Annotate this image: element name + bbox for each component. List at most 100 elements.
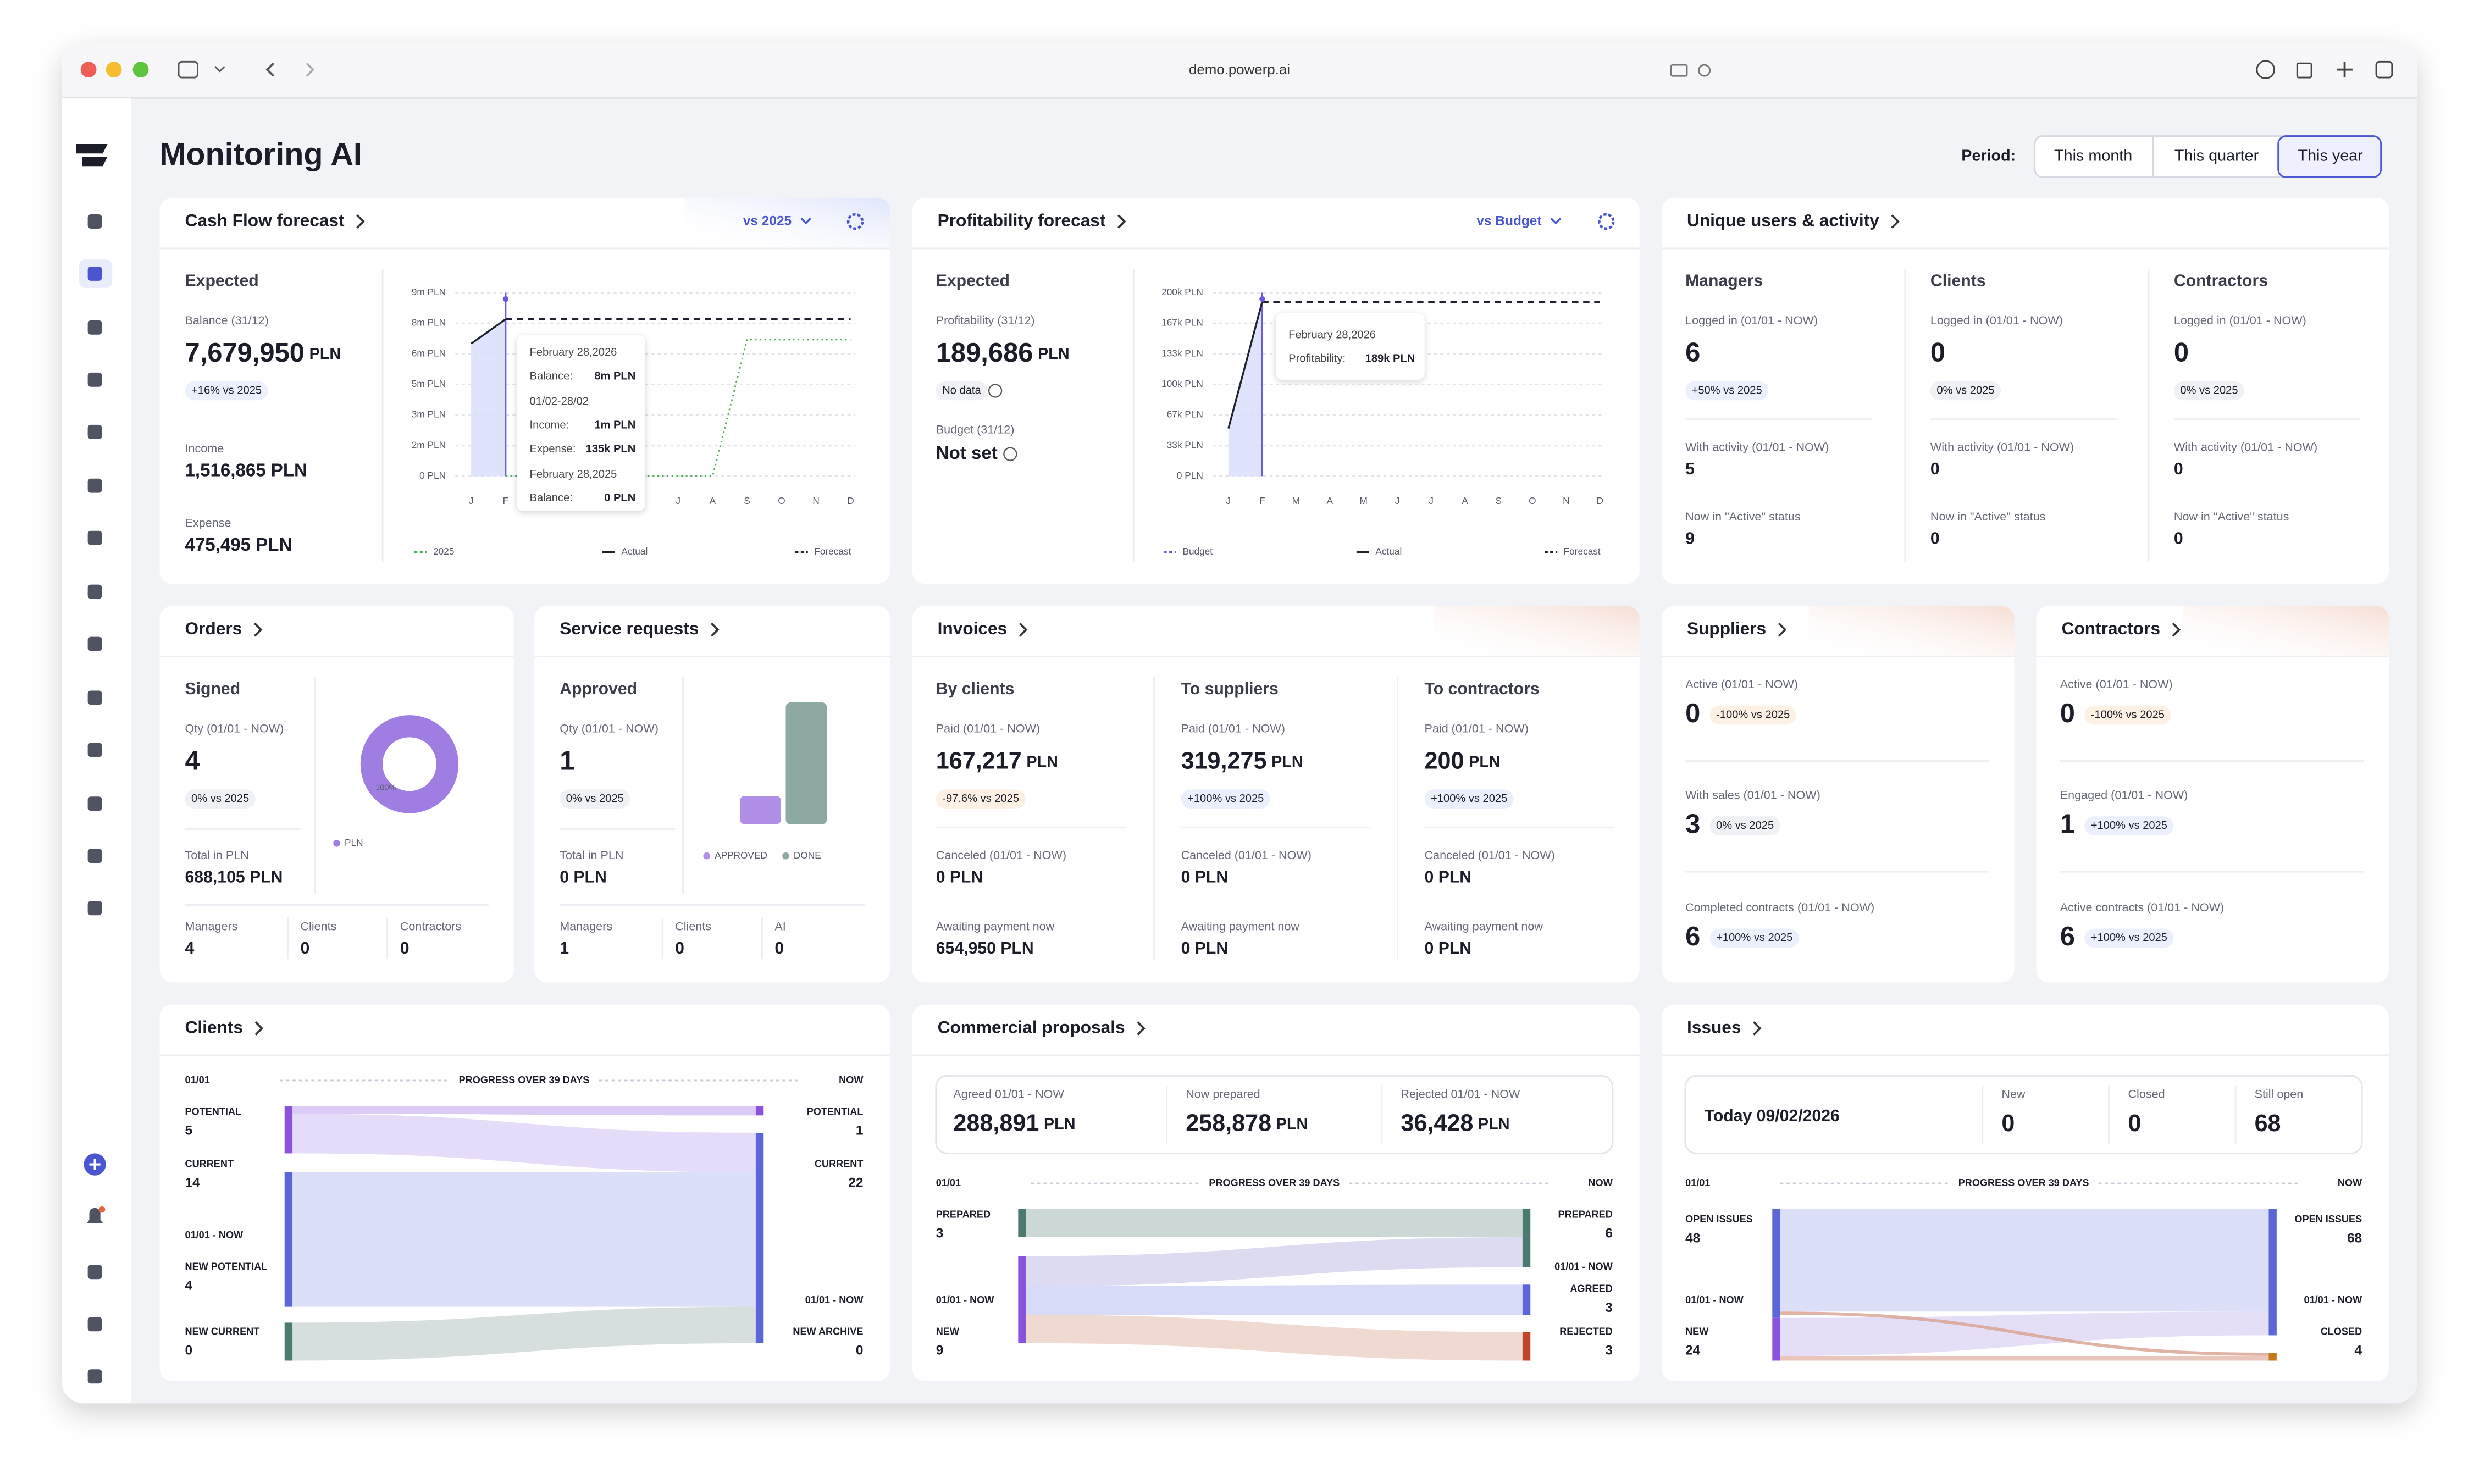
back-button[interactable] (265, 62, 274, 77)
notifications-button[interactable] (87, 1208, 103, 1223)
url[interactable]: demo.powerp.ai (1189, 62, 1290, 77)
nav-icon[interactable] (87, 478, 102, 493)
nav-icon[interactable] (87, 584, 102, 599)
card-title[interactable]: Invoices (938, 618, 1008, 638)
unit: PLN (1026, 753, 1058, 771)
card-title[interactable]: Unique users & activity (1687, 210, 1879, 230)
bar (740, 796, 781, 824)
chevron-icon (1891, 214, 1900, 229)
flow-label: NEW CURRENT (185, 1326, 260, 1337)
reload-button[interactable] (1698, 64, 1711, 77)
tab-overview-button[interactable] (2375, 60, 2393, 79)
x-tick-label: J (1395, 495, 1400, 506)
nav-icon[interactable] (87, 796, 102, 811)
section-heading: Contractors (2174, 272, 2268, 290)
card-title[interactable]: Orders (185, 618, 242, 638)
period-option[interactable]: This quarter (2174, 147, 2259, 165)
tab-menu[interactable] (214, 65, 225, 73)
footer-label: AI (774, 919, 785, 933)
nav-icon[interactable] (87, 1317, 102, 1332)
flow-value: 6 (1605, 1226, 1613, 1241)
address-bar[interactable] (770, 55, 1716, 84)
nav-icon[interactable] (87, 901, 102, 916)
paid-value: 319,275 PLN (1181, 748, 1303, 774)
change-badge: +100% vs 2025 (1431, 793, 1507, 805)
compare-dropdown[interactable]: vs 2025 (743, 213, 792, 228)
nav-icon[interactable] (87, 743, 102, 757)
downloads-button[interactable] (2256, 60, 2275, 79)
compare-dropdown[interactable]: vs Budget (1476, 213, 1541, 228)
flow-band (1026, 1315, 1523, 1361)
flow-band (1026, 1237, 1523, 1287)
period-option[interactable]: This year (2298, 147, 2364, 165)
y-tick-label: 0 PLN (419, 470, 446, 481)
chevron-icon (1778, 622, 1787, 637)
card-accent (1808, 606, 2015, 657)
x-tick-label: J (1226, 495, 1231, 506)
dropdown-chevron (800, 218, 811, 225)
card-title[interactable]: Commercial proposals (938, 1017, 1125, 1037)
footer-value: 0 (675, 939, 684, 957)
flow-node (2268, 1209, 2277, 1336)
nav-icon[interactable] (87, 320, 102, 335)
card-title[interactable]: Service requests (560, 618, 699, 638)
metric-label: Paid (01/01 - NOW) (1425, 722, 1529, 735)
card-title[interactable]: Cash Flow forecast (185, 210, 345, 230)
change-badge: -100% vs 2025 (1716, 708, 1790, 721)
metric-label: Balance (31/12) (185, 313, 269, 327)
forward-button[interactable] (306, 62, 315, 77)
flow-node (755, 1106, 764, 1116)
card-title[interactable]: Suppliers (1687, 618, 1766, 638)
nav-icon[interactable] (87, 849, 102, 863)
translate-icon[interactable] (1670, 64, 1688, 77)
settings-button[interactable] (1598, 213, 1615, 230)
flow-period: 01/01 - NOW (185, 1230, 244, 1241)
section-heading: Approved (560, 680, 637, 698)
close-button[interactable] (80, 62, 97, 78)
nav-icon[interactable] (87, 372, 102, 387)
nav-icon[interactable] (87, 424, 102, 439)
settings-button[interactable] (846, 213, 864, 230)
nav-icon[interactable] (87, 1369, 102, 1384)
share-button[interactable] (2296, 62, 2312, 79)
card-title[interactable]: Clients (185, 1017, 243, 1037)
badge-bg (1930, 381, 2001, 401)
nav-icon[interactable] (87, 214, 102, 229)
metric-label: Completed contracts (01/01 - NOW) (1685, 900, 1874, 914)
minimize-button[interactable] (106, 62, 122, 78)
area (1228, 302, 1263, 477)
badge-bg (185, 381, 268, 401)
nav-icon[interactable] (87, 690, 102, 705)
qty-value: 1 (560, 746, 574, 776)
section-heading: To contractors (1425, 680, 1540, 698)
value: 319,275 (1181, 748, 1267, 774)
zoom-button[interactable] (132, 62, 149, 78)
footer-value: 0 (400, 939, 410, 957)
x-tick-label: N (812, 495, 819, 506)
card-title[interactable]: Profitability forecast (938, 210, 1106, 230)
tooltip-label: Expense: (530, 443, 576, 455)
summary-label: Rejected 01/01 - NOW (1401, 1087, 1520, 1101)
nav-icon[interactable] (87, 530, 102, 545)
card-title[interactable]: Issues (1687, 1017, 1741, 1037)
sidebar-toggle[interactable] (178, 60, 198, 79)
nav-icon[interactable] (87, 1265, 102, 1280)
period-option[interactable]: This month (2054, 147, 2132, 165)
flow-node (1772, 1209, 1780, 1318)
nav-icon[interactable] (87, 636, 102, 651)
new-tab-button[interactable] (2337, 62, 2353, 78)
card-title[interactable]: Contractors (2062, 618, 2160, 638)
activity-value: 0 (2174, 460, 2183, 478)
change-badge: +100% vs 2025 (1716, 932, 1792, 944)
nav-icon[interactable] (87, 267, 102, 281)
metric-label: With sales (01/01 - NOW) (1685, 788, 1820, 802)
summary-label: Now prepared (1186, 1087, 1260, 1101)
summary-box (1684, 1075, 2363, 1154)
chevron-icon (1137, 1021, 1146, 1036)
badge-bg (560, 789, 630, 809)
flow-value: 5 (185, 1123, 193, 1138)
page-title: Monitoring AI (160, 137, 362, 172)
paid-value: 200 PLN (1425, 748, 1501, 774)
logo[interactable] (76, 143, 108, 167)
metric-label: Profitability (31/12) (936, 313, 1035, 327)
